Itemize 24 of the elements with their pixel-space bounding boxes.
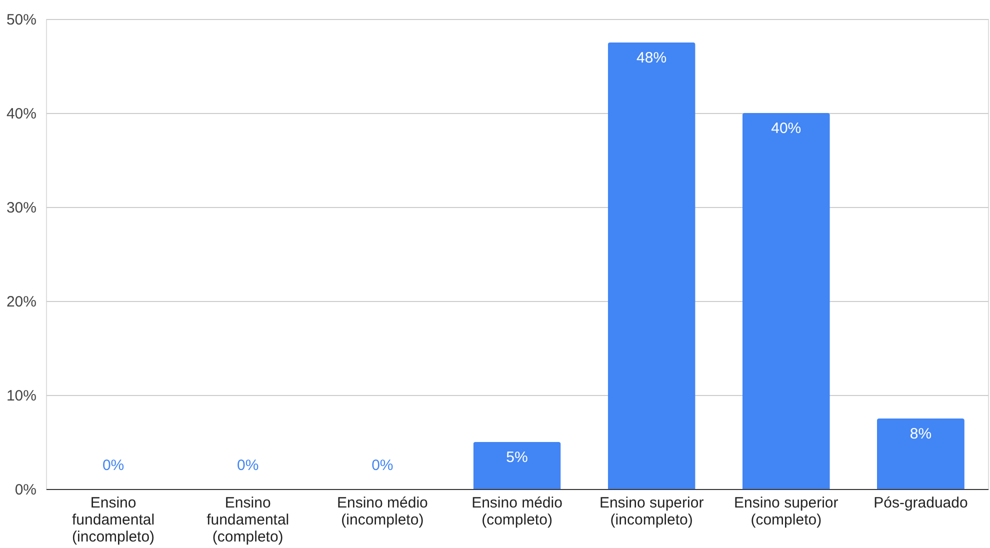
y-tick-label: 10% bbox=[6, 388, 36, 404]
y-tick-label: 30% bbox=[6, 200, 36, 216]
data-label: 48% bbox=[636, 50, 667, 66]
y-tick-label: 40% bbox=[6, 106, 36, 122]
data-label: 0% bbox=[102, 457, 124, 474]
x-tick-label: Pós-graduado bbox=[874, 494, 968, 512]
data-label: 5% bbox=[506, 449, 528, 466]
bar bbox=[876, 418, 964, 489]
data-label: 0% bbox=[237, 457, 259, 474]
x-tick-label: Ensino fundamental (incompleto) bbox=[72, 494, 155, 546]
x-tick-label: Ensino superior (completo) bbox=[734, 494, 838, 528]
y-tick-label: 0% bbox=[14, 482, 36, 498]
data-label: 0% bbox=[372, 457, 394, 474]
bar bbox=[608, 42, 696, 489]
data-label: 8% bbox=[910, 426, 932, 442]
x-tick-label: Ensino superior (incompleto) bbox=[599, 494, 704, 528]
x-tick-label: Ensino médio (completo) bbox=[472, 494, 562, 528]
x-tick-label: Ensino médio (incompleto) bbox=[336, 494, 428, 528]
x-tick-label: Ensino fundamental (completo) bbox=[206, 494, 290, 546]
y-tick-label: 20% bbox=[6, 294, 36, 310]
y-tick-label: 50% bbox=[6, 12, 36, 28]
data-label: 40% bbox=[771, 120, 802, 137]
bar bbox=[473, 442, 561, 489]
bar bbox=[742, 113, 830, 489]
